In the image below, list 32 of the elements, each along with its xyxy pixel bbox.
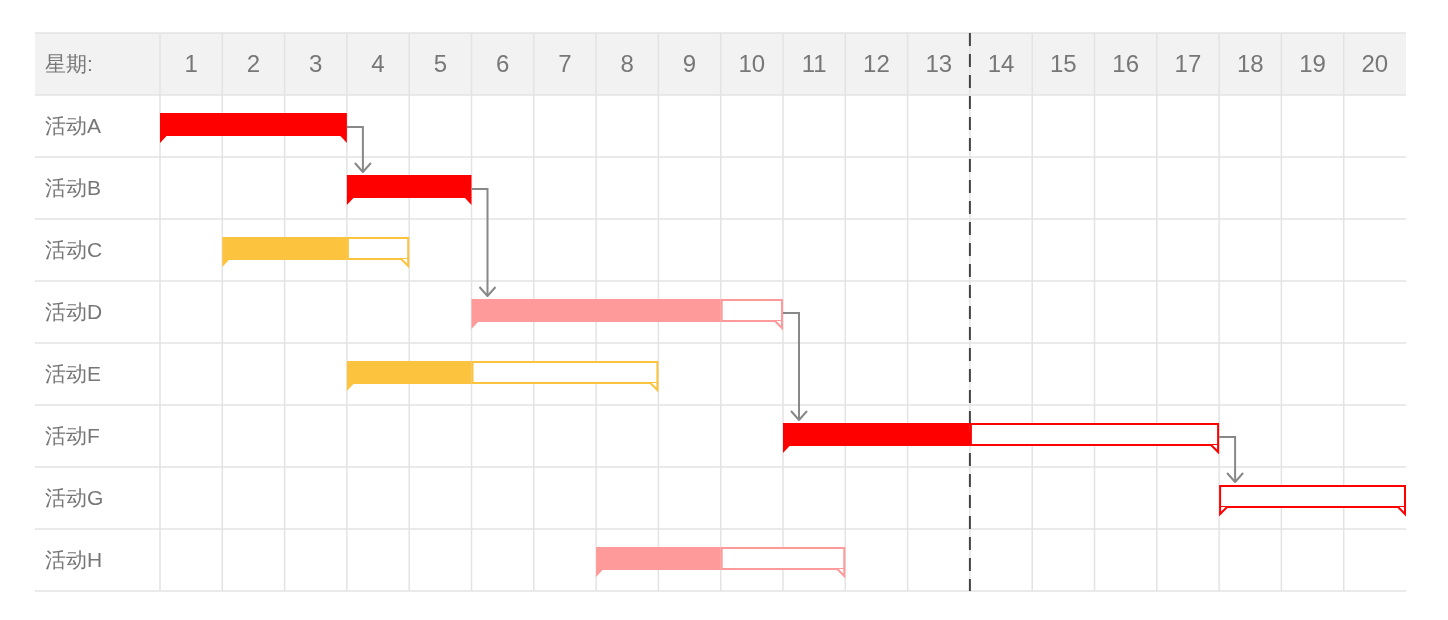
bar	[346, 175, 472, 198]
y-tick-label: 活动E	[45, 362, 102, 386]
bar	[160, 113, 347, 136]
x-tick-label: 11	[801, 50, 827, 78]
y-tick-label: 活动H	[45, 548, 103, 572]
x-tick-label: 4	[371, 50, 385, 78]
x-tick-label: 1	[184, 50, 198, 78]
x-tick-label: 10	[738, 50, 766, 78]
x-tick-label: 13	[925, 50, 953, 78]
x-tick-label: 6	[495, 50, 510, 78]
x-tick-label: 16	[1112, 50, 1139, 78]
x-tick-label: 20	[1361, 50, 1389, 78]
y-tick-label: 活动C	[45, 238, 103, 262]
x-tick-label: 19	[1299, 50, 1326, 78]
x-tick-label: 12	[863, 50, 890, 78]
y-tick-label: 活动B	[45, 176, 102, 200]
y-tick-label: 活动A	[45, 114, 102, 138]
x-tick-label: 2	[246, 50, 261, 78]
x-tick-label: 3	[309, 50, 323, 78]
y-tick-label: 活动F	[45, 424, 100, 448]
x-tick-label: 15	[1050, 50, 1077, 78]
y-tick-label: 活动D	[45, 300, 103, 324]
x-tick-label: 8	[620, 50, 634, 78]
x-tick-label: 9	[682, 50, 697, 78]
x-tick-label: 5	[433, 50, 448, 78]
x-axis-title: 星期:	[45, 52, 93, 76]
x-tick-label: 7	[558, 50, 572, 78]
x-tick-label: 14	[987, 50, 1015, 78]
y-tick-label: 活动G	[45, 486, 104, 510]
x-tick-label: 18	[1236, 50, 1264, 78]
bar	[1219, 485, 1406, 508]
x-tick-label: 17	[1174, 50, 1202, 78]
